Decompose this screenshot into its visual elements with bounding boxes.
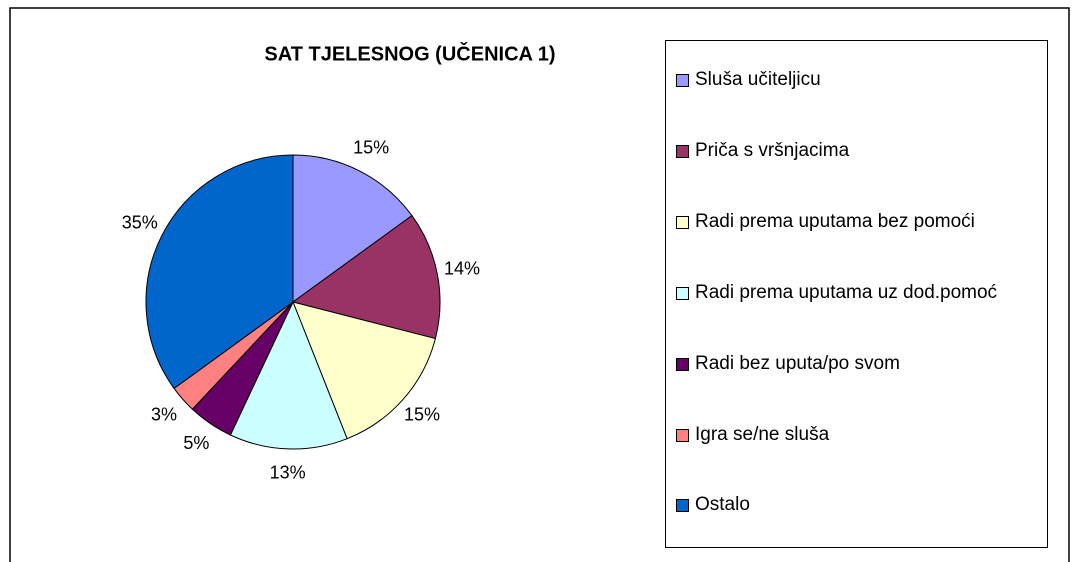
data-label: 15%	[404, 404, 440, 424]
data-label: 15%	[353, 137, 389, 157]
data-label: 3%	[151, 404, 177, 424]
data-label: 5%	[183, 433, 209, 453]
data-label: 14%	[444, 259, 480, 279]
legend-swatch	[676, 74, 689, 88]
legend-label: Igra se/ne sluša	[695, 423, 830, 445]
chart-border	[9, 7, 1070, 562]
legend-item: Radi prema uputama uz dod.pomoć	[666, 279, 1047, 307]
legend: Sluša učiteljicu Priča s vršnjacima Radi p…	[665, 40, 1048, 548]
chart-title: SAT TJELESNOG (UČENICA 1)	[264, 41, 555, 65]
legend-label: Sluša učiteljicu	[695, 69, 821, 91]
legend-item: Igra se/ne sluša	[666, 421, 1047, 449]
legend-item: Sluša učiteljicu	[666, 66, 1047, 94]
legend-swatch	[676, 357, 689, 371]
legend-item: Radi bez uputa/po svom	[666, 350, 1047, 378]
legend-swatch	[676, 145, 689, 159]
legend-swatch	[676, 428, 689, 442]
pie-slice	[292, 301, 436, 440]
legend-item: Priča s vršnjacima	[666, 137, 1047, 165]
pie-slice	[291, 214, 441, 340]
legend-item: Radi prema uputama bez pomoći	[666, 208, 1047, 236]
legend-swatch	[676, 216, 689, 230]
legend-label: Radi bez uputa/po svom	[695, 352, 900, 374]
legend-swatch	[676, 499, 689, 513]
pie-slice	[229, 300, 348, 450]
legend-swatch	[676, 286, 689, 300]
legend-label: Radi prema uputama uz dod.pomoć	[695, 281, 998, 303]
pie-slice	[145, 154, 294, 390]
data-label: 35%	[122, 213, 158, 233]
legend-item: Ostalo	[666, 491, 1047, 519]
pie-slice	[292, 154, 413, 303]
data-label: 13%	[270, 463, 306, 483]
legend-label: Ostalo	[695, 494, 750, 516]
legend-label: Radi prema uputama bez pomoći	[695, 211, 975, 233]
legend-label: Priča s vršnjacima	[695, 140, 850, 162]
